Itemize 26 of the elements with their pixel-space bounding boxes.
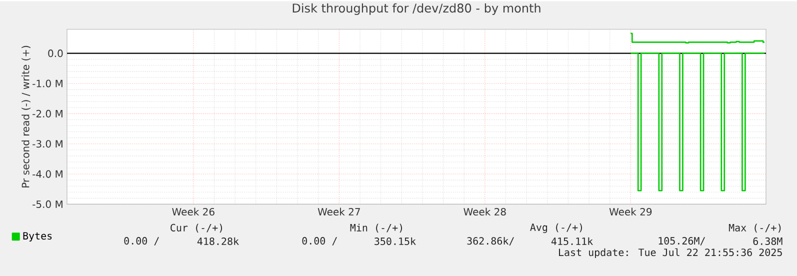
y-tick-label: -3.0 M <box>32 140 62 148</box>
y-tick-label: 0.0 <box>48 49 63 58</box>
text: Max (-/+) <box>728 224 781 233</box>
y-tick-label: -5.0 M <box>32 200 62 208</box>
text: Cur (-/+) <box>170 224 222 233</box>
text: 0.00 / <box>124 236 159 246</box>
text: 0.00 / <box>302 236 337 246</box>
x-tick-label: Week 27 <box>318 208 360 216</box>
text: 415.11k <box>551 237 593 245</box>
y-axis-title: Pr second read (-) / write (+) <box>22 46 30 188</box>
chart-title: Disk throughput for /dev/zd80 - by month <box>292 3 540 15</box>
text: 105.26M/ <box>658 236 706 246</box>
text: 418.28k <box>197 237 239 245</box>
x-tick-label: Week 29 <box>609 208 652 216</box>
x-tick-label: Week 28 <box>464 208 506 216</box>
text: 362.86k/ <box>467 236 514 246</box>
text: 6.38M <box>753 237 782 245</box>
x-tick-label: Week 26 <box>172 208 214 216</box>
text: 350.15k <box>374 237 416 245</box>
y-tick-label: -4.0 M <box>32 170 62 178</box>
legend-label: Bytes <box>23 232 52 242</box>
text: Last update: Tue Jul 22 21:55:36 2025 <box>559 248 782 258</box>
text: Min (-/+) <box>350 224 402 233</box>
y-tick-label: -1.0 M <box>32 80 62 88</box>
text: Avg (-/+) <box>530 223 582 233</box>
y-tick-label: -2.0 M <box>32 110 62 118</box>
